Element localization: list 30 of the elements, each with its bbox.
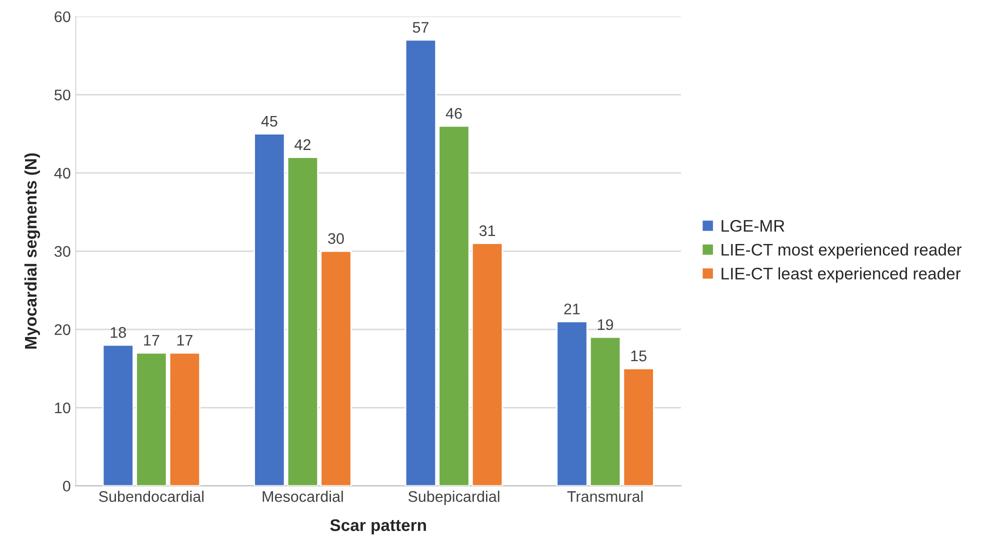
bar [254,133,286,486]
bar [168,352,201,486]
x-tick-label: Mesocardial [262,490,343,502]
data-label: 15 [631,350,646,362]
data-label: 17 [144,335,160,346]
x-tick-label: Transmural [567,490,643,502]
y-axis-title: Myocardial segments (N) [24,153,40,349]
y-tick-label: 10 [55,402,70,414]
data-label: 57 [412,22,428,33]
data-label: 21 [564,304,580,314]
data-label: 45 [261,116,278,127]
x-axis-title: Scar pattern [330,519,426,534]
y-tick-label: 40 [54,168,70,179]
y-tick-label: 60 [54,11,70,22]
data-label: 46 [446,108,462,119]
y-tick-label: 50 [54,90,70,100]
data-label: 17 [177,335,192,346]
data-label: 31 [479,225,496,236]
data-label: 30 [328,233,344,244]
y-tick-label: 30 [54,246,70,257]
legend-label: LIE-CT least experienced reader [722,267,961,283]
y-tick-label: 0 [63,480,70,492]
data-label: 18 [110,327,126,338]
legend-label: LIE-CT most experienced reader [722,243,962,259]
data-label: 42 [294,139,310,150]
legend-label: LGE-MR [722,220,784,232]
x-tick-label: Subepicardial [408,490,500,505]
x-tick-label: Subendocardial [99,490,204,502]
y-tick-label: 20 [54,324,70,336]
data-label: 19 [598,319,614,330]
